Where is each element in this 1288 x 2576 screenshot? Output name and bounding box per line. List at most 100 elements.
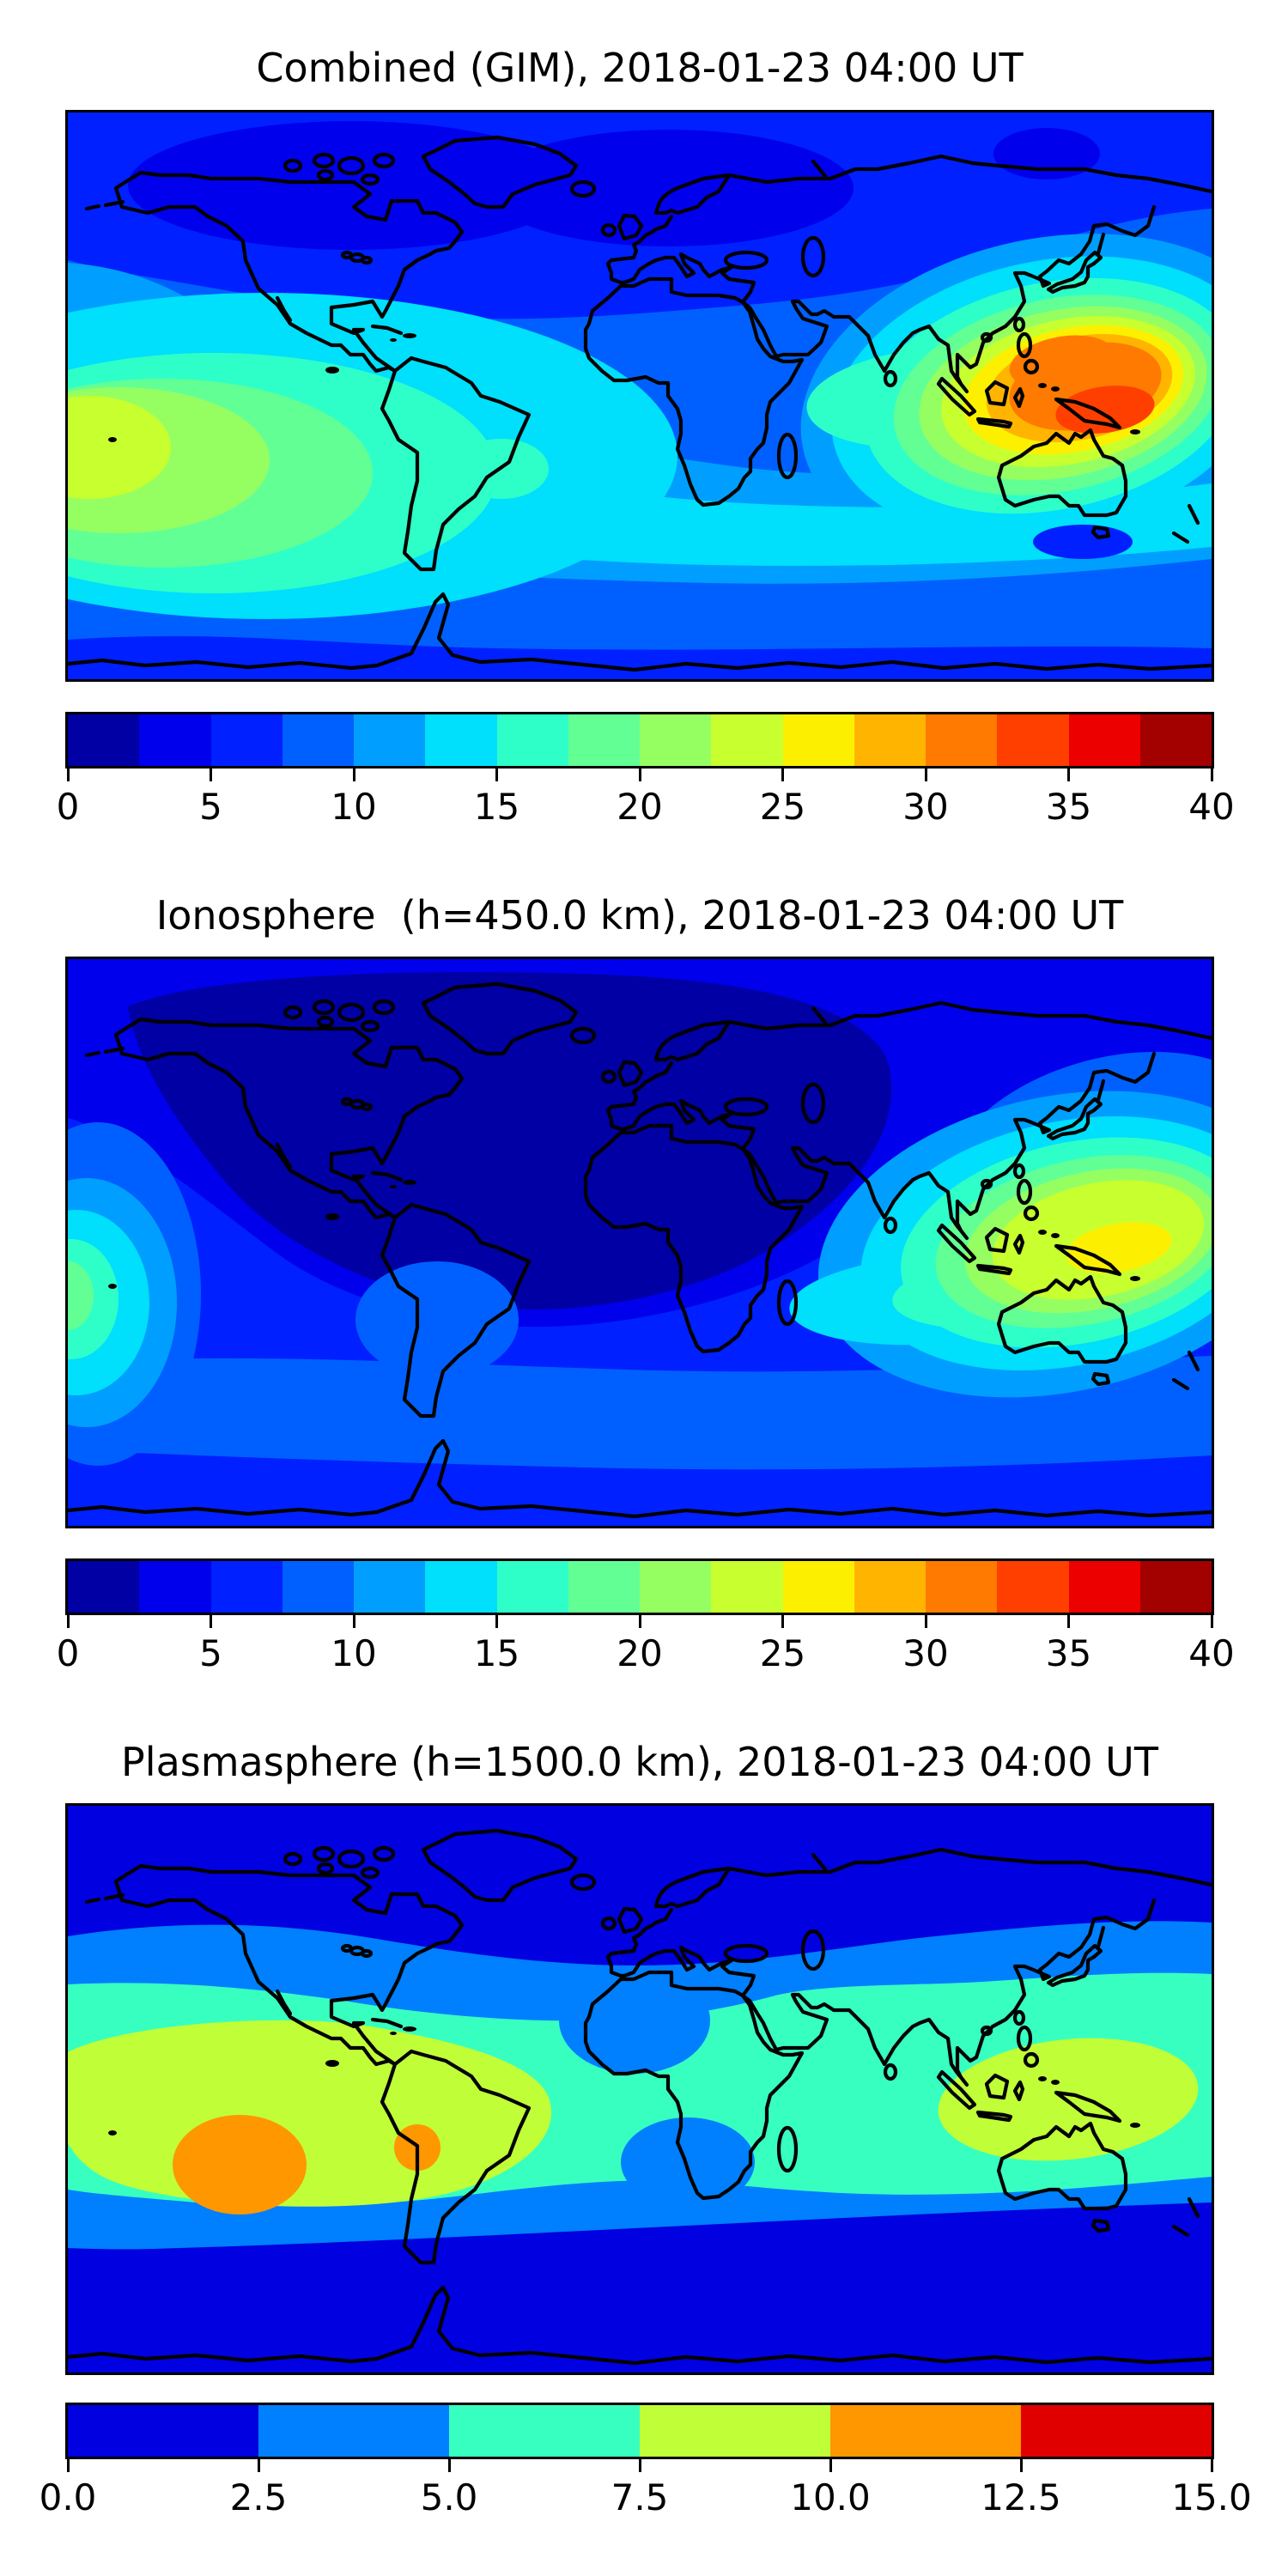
panel1-contour-plot xyxy=(68,112,1212,679)
colorbar-tick xyxy=(924,1615,927,1628)
colorbar-segment xyxy=(711,1561,783,1613)
colorbar-tick-label: 25 xyxy=(759,1632,806,1674)
panel2-colorbar-gradient xyxy=(65,1558,1214,1615)
colorbar-tick xyxy=(66,769,70,781)
colorbar-segment xyxy=(1068,1561,1140,1613)
colorbar-tick-label: 30 xyxy=(902,786,949,828)
colorbar-tick xyxy=(781,769,784,781)
colorbar-segment xyxy=(1139,714,1212,766)
colorbar-tick-label: 0.0 xyxy=(39,2476,97,2518)
colorbar-tick-label: 10.0 xyxy=(790,2476,871,2518)
panel2-contour-plot xyxy=(68,959,1212,1526)
colorbar-segment xyxy=(926,1561,998,1613)
colorbar-segment xyxy=(1021,2405,1212,2457)
colorbar-tick-label: 15 xyxy=(473,786,520,828)
colorbar-segment xyxy=(997,1561,1069,1613)
colorbar-segment xyxy=(997,714,1069,766)
colorbar-tick xyxy=(352,1615,355,1628)
colorbar-tick xyxy=(638,769,641,781)
colorbar-tick xyxy=(1210,769,1213,781)
colorbar-segment xyxy=(1068,714,1140,766)
colorbar-segment xyxy=(354,714,426,766)
colorbar-segment xyxy=(282,1561,354,1613)
colorbar-segment xyxy=(640,2405,830,2457)
colorbar-tick xyxy=(66,2459,70,2472)
colorbar-tick-label: 10 xyxy=(331,786,377,828)
colorbar-tick xyxy=(1210,2459,1213,2472)
panel1-colorbar-gradient xyxy=(65,712,1214,769)
colorbar-tick-label: 0 xyxy=(56,1632,80,1674)
colorbar-tick xyxy=(495,1615,498,1628)
colorbar-tick xyxy=(447,2459,451,2472)
colorbar-segment xyxy=(68,2405,258,2457)
colorbar-segment xyxy=(425,1561,497,1613)
panel3-colorbar: 0.0 2.5 5.0 7.5 10.0 12.5 15.0 xyxy=(39,2403,1252,2531)
colorbar-segment xyxy=(496,714,568,766)
colorbar-tick-label: 20 xyxy=(617,786,663,828)
colorbar-segment xyxy=(354,1561,426,1613)
colorbar-segment xyxy=(425,714,497,766)
colorbar-tick-label: 5 xyxy=(199,786,222,828)
colorbar-tick xyxy=(210,1615,212,1628)
colorbar-tick-label: 35 xyxy=(1045,786,1092,828)
colorbar-segment xyxy=(449,2405,640,2457)
panel2-colorbar: 0 5 10 15 20 25 30 35 40 xyxy=(57,1558,1235,1687)
colorbar-tick xyxy=(924,769,927,781)
colorbar-tick xyxy=(829,2459,832,2472)
colorbar-segment xyxy=(782,714,854,766)
colorbar-tick-label: 40 xyxy=(1188,786,1235,828)
colorbar-tick-label: 20 xyxy=(617,1632,663,1674)
colorbar-tick-label: 15.0 xyxy=(1171,2476,1252,2518)
colorbar-tick-label: 25 xyxy=(759,786,806,828)
panel1-title: Combined (GIM), 2018-01-23 04:00 UT xyxy=(256,45,1024,91)
colorbar-tick xyxy=(66,1615,70,1628)
colorbar-tick-label: 7.5 xyxy=(611,2476,669,2518)
colorbar-tick-label: 5.0 xyxy=(420,2476,478,2518)
colorbar-tick-label: 2.5 xyxy=(229,2476,288,2518)
panel3-contour-plot xyxy=(68,1806,1212,2372)
colorbar-segment xyxy=(640,714,712,766)
colorbar-segment xyxy=(68,714,140,766)
colorbar-tick-label: 40 xyxy=(1188,1632,1235,1674)
colorbar-tick-label: 30 xyxy=(902,1632,949,1674)
panel3-map-plasmasphere xyxy=(65,1803,1214,2375)
colorbar-segment xyxy=(210,714,283,766)
colorbar-segment xyxy=(854,1561,926,1613)
colorbar-tick xyxy=(495,769,498,781)
panel1-map-combined-gim xyxy=(65,110,1214,682)
colorbar-tick xyxy=(257,2459,260,2472)
colorbar-tick xyxy=(781,1615,784,1628)
colorbar-segment xyxy=(782,1561,854,1613)
colorbar-tick xyxy=(1019,2459,1023,2472)
panel2-map-ionosphere xyxy=(65,957,1214,1528)
colorbar-segment xyxy=(830,2405,1021,2457)
colorbar-segment xyxy=(568,714,640,766)
colorbar-tick-label: 10 xyxy=(331,1632,377,1674)
colorbar-tick-label: 35 xyxy=(1045,1632,1092,1674)
colorbar-tick xyxy=(352,769,355,781)
colorbar-tick-label: 5 xyxy=(199,1632,222,1674)
panel3-title: Plasmasphere (h=1500.0 km), 2018-01-23 0… xyxy=(121,1739,1158,1785)
colorbar-segment xyxy=(926,714,998,766)
panel2-title: Ionosphere (h=450.0 km), 2018-01-23 04:0… xyxy=(155,892,1124,939)
colorbar-tick xyxy=(1067,1615,1070,1628)
colorbar-segment xyxy=(711,714,783,766)
colorbar-segment xyxy=(282,714,354,766)
panel1-colorbar: 0 5 10 15 20 25 30 35 40 xyxy=(57,712,1235,841)
colorbar-segment xyxy=(210,1561,283,1613)
colorbar-segment xyxy=(496,1561,568,1613)
colorbar-tick xyxy=(1067,769,1070,781)
colorbar-segment xyxy=(640,1561,712,1613)
colorbar-segment xyxy=(568,1561,640,1613)
colorbar-segment xyxy=(854,714,926,766)
panel3-colorbar-gradient xyxy=(65,2403,1214,2459)
colorbar-tick xyxy=(638,1615,641,1628)
colorbar-segment xyxy=(139,714,211,766)
colorbar-tick xyxy=(210,769,212,781)
colorbar-segment xyxy=(258,2405,449,2457)
colorbar-segment xyxy=(68,1561,140,1613)
colorbar-tick-label: 12.5 xyxy=(981,2476,1061,2518)
colorbar-tick-label: 0 xyxy=(56,786,80,828)
colorbar-segment xyxy=(1139,1561,1212,1613)
